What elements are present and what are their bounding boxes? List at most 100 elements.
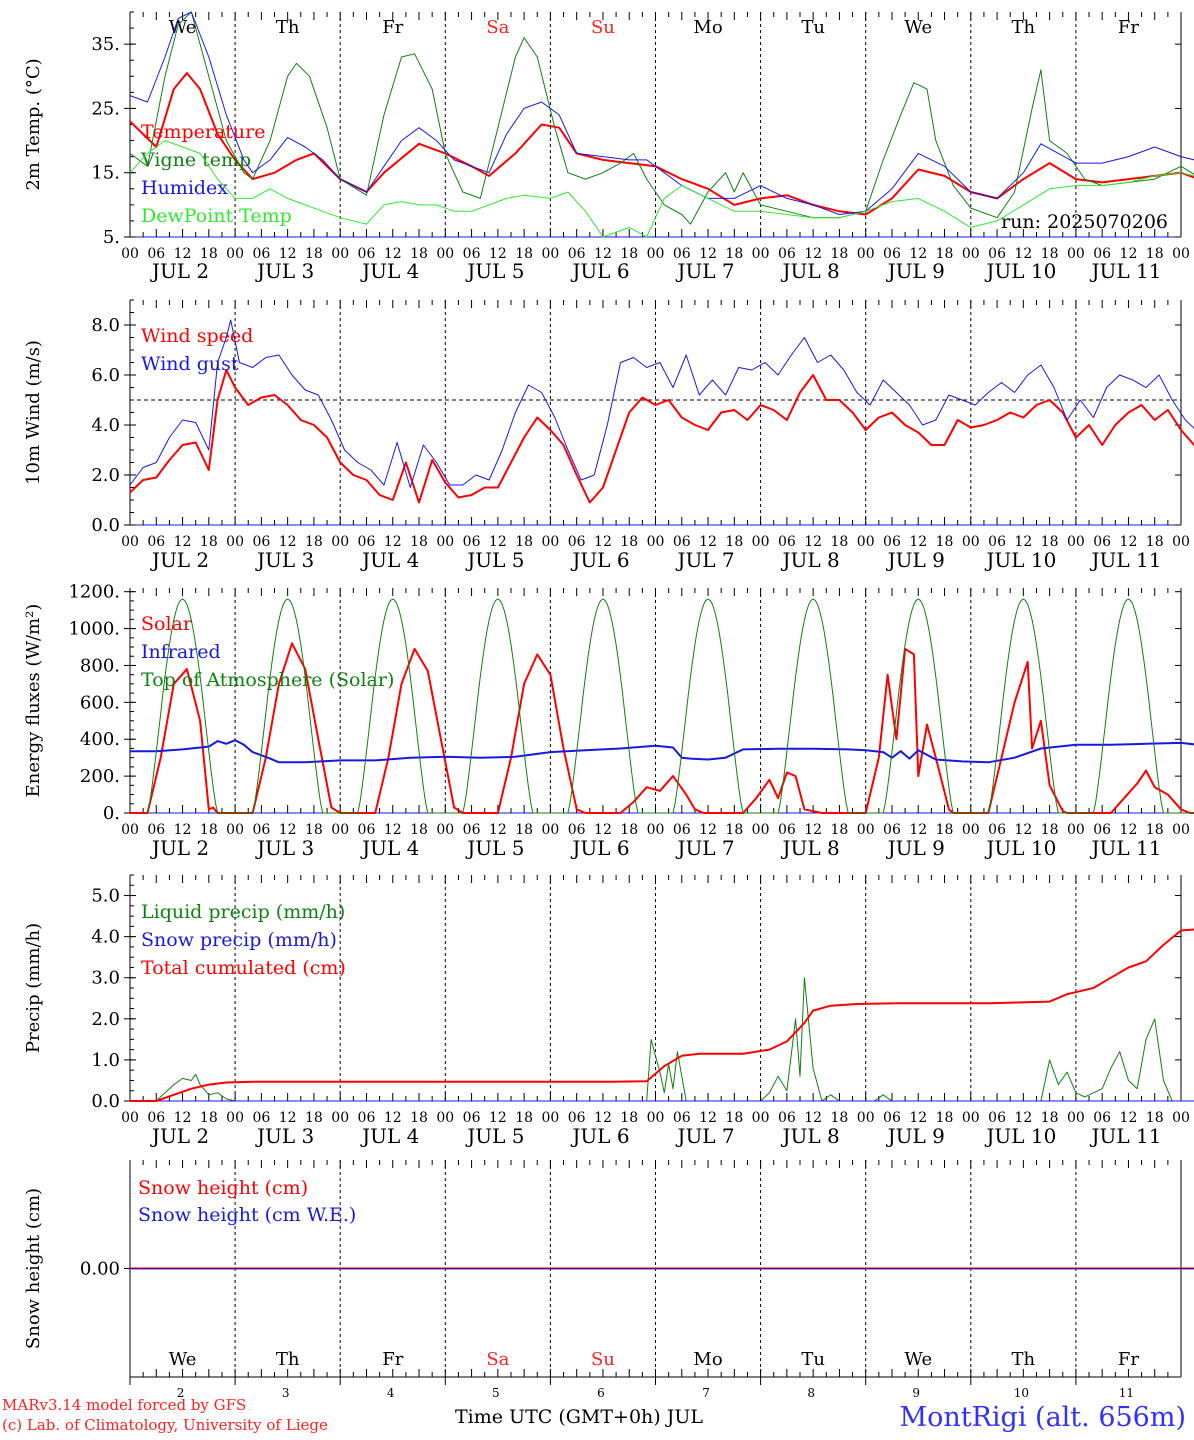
date-label: JUL 5 (465, 836, 524, 860)
hour-tick-label: 00 (436, 246, 454, 262)
y-tick-label: 15. (91, 163, 120, 184)
series-line-infrared (130, 739, 1194, 764)
y-axis-label: Precip (mm/h) (23, 923, 44, 1053)
hour-tick-label: 06 (147, 1110, 165, 1126)
day-name-label: Tu (801, 1349, 825, 1370)
hour-tick-label: 00 (436, 822, 454, 838)
date-label: JUL 2 (150, 836, 209, 860)
hour-tick-label: 18 (1041, 246, 1059, 262)
y-tick-label: 6.0 (91, 365, 120, 386)
date-label: JUL 11 (1089, 836, 1161, 860)
hour-tick-label: 18 (831, 534, 849, 550)
hour-tick-label: 06 (778, 1110, 796, 1126)
y-tick-label: 5.0 (91, 886, 120, 907)
hour-tick-label: 00 (752, 534, 770, 550)
hour-tick-label: 00 (331, 534, 349, 550)
hour-tick-label: 06 (568, 822, 586, 838)
date-label: JUL 2 (150, 259, 209, 283)
date-label: JUL 3 (255, 836, 314, 860)
date-label: JUL 11 (1089, 548, 1161, 572)
hour-tick-label: 18 (1146, 246, 1164, 262)
hour-tick-label: 00 (1067, 1110, 1085, 1126)
day-name-label: Sa (486, 17, 509, 38)
hour-tick-label: 06 (673, 822, 691, 838)
date-label: JUL 11 (1089, 1124, 1161, 1148)
date-label: JUL 7 (675, 548, 734, 572)
date-label: JUL 8 (781, 259, 840, 283)
hour-tick-label: 00 (541, 534, 559, 550)
date-label: JUL 3 (255, 1124, 314, 1148)
hour-tick-label: 06 (778, 246, 796, 262)
hour-tick-label: 18 (725, 822, 743, 838)
hour-tick-label: 00 (752, 246, 770, 262)
hour-tick-label: 06 (463, 246, 481, 262)
hour-tick-label: 00 (1172, 822, 1190, 838)
hour-tick-label: 18 (410, 534, 428, 550)
hour-tick-label: 00 (1172, 246, 1190, 262)
legend-entry: Solar (141, 613, 193, 635)
date-label: JUL 6 (570, 548, 629, 572)
legend-entry: Top of Atmosphere (Solar) (141, 669, 394, 691)
y-tick-label: 200. (80, 766, 120, 787)
hour-tick-label: 06 (988, 1110, 1006, 1126)
hour-tick-label: 06 (1093, 822, 1111, 838)
day-name-label: We (169, 17, 197, 38)
date-label: JUL 3 (255, 259, 314, 283)
hour-tick-label: 06 (252, 822, 270, 838)
hour-tick-label: 06 (252, 1110, 270, 1126)
hour-tick-label: 18 (1041, 1110, 1059, 1126)
legend-entry: Snow height (cm) (138, 1177, 308, 1199)
y-tick-label: 8.0 (91, 315, 120, 336)
hour-tick-label: 18 (410, 246, 428, 262)
hour-tick-label: 06 (883, 1110, 901, 1126)
legend-entry: Temperature (141, 121, 265, 143)
hour-tick-label: 06 (883, 822, 901, 838)
hour-tick-label: 12 (279, 534, 297, 550)
hour-tick-label: 18 (305, 534, 323, 550)
date-label: JUL 6 (570, 836, 629, 860)
day-number-label: 9 (912, 1386, 920, 1400)
hour-tick-label: 18 (305, 246, 323, 262)
hour-tick-label: 18 (936, 822, 954, 838)
date-label: JUL 10 (984, 1124, 1056, 1148)
hour-tick-label: 06 (988, 534, 1006, 550)
hour-tick-label: 00 (752, 1110, 770, 1126)
legend-entry: DewPoint Temp (141, 205, 292, 227)
hour-tick-label: 12 (279, 246, 297, 262)
hour-tick-label: 06 (463, 1110, 481, 1126)
legend-entry: Infrared (141, 641, 221, 663)
hour-tick-label: 06 (147, 246, 165, 262)
run-label: run: 2025070206 (1001, 211, 1168, 233)
legend-entry: Snow height (cm W.E.) (138, 1204, 356, 1226)
day-name-label: Th (276, 1349, 300, 1370)
hour-tick-label: 12 (1014, 534, 1032, 550)
hour-tick-label: 12 (1120, 822, 1138, 838)
hour-tick-label: 12 (1120, 1110, 1138, 1126)
lab-credit-text: (c) Lab. of Climatology, University of L… (2, 1416, 328, 1434)
hour-tick-label: 12 (489, 822, 507, 838)
y-axis-label: 10m Wind (m/s) (23, 340, 44, 485)
day-name-label: We (904, 1349, 932, 1370)
hour-tick-label: 12 (804, 534, 822, 550)
hour-tick-label: 00 (436, 534, 454, 550)
legend-entry: Liquid precip (mm/h) (141, 901, 345, 923)
series-line-temperature (129, 72, 1194, 216)
hour-tick-label: 06 (252, 534, 270, 550)
hour-tick-label: 12 (804, 246, 822, 262)
hour-tick-label: 12 (909, 534, 927, 550)
series-line-wind-speed (129, 369, 1194, 504)
hour-tick-label: 00 (541, 822, 559, 838)
hour-tick-label: 18 (305, 822, 323, 838)
hour-tick-label: 06 (778, 822, 796, 838)
legend-entry: Humidex (141, 177, 228, 199)
hour-tick-label: 18 (936, 246, 954, 262)
hour-tick-label: 18 (410, 1110, 428, 1126)
hour-tick-label: 06 (988, 246, 1006, 262)
y-tick-label: 1200. (68, 582, 120, 603)
day-name-label: Th (276, 17, 300, 38)
hour-tick-label: 18 (936, 534, 954, 550)
hour-tick-label: 12 (489, 534, 507, 550)
legend-entry: Snow precip (mm/h) (141, 929, 337, 951)
day-name-label: Mo (693, 1349, 722, 1370)
